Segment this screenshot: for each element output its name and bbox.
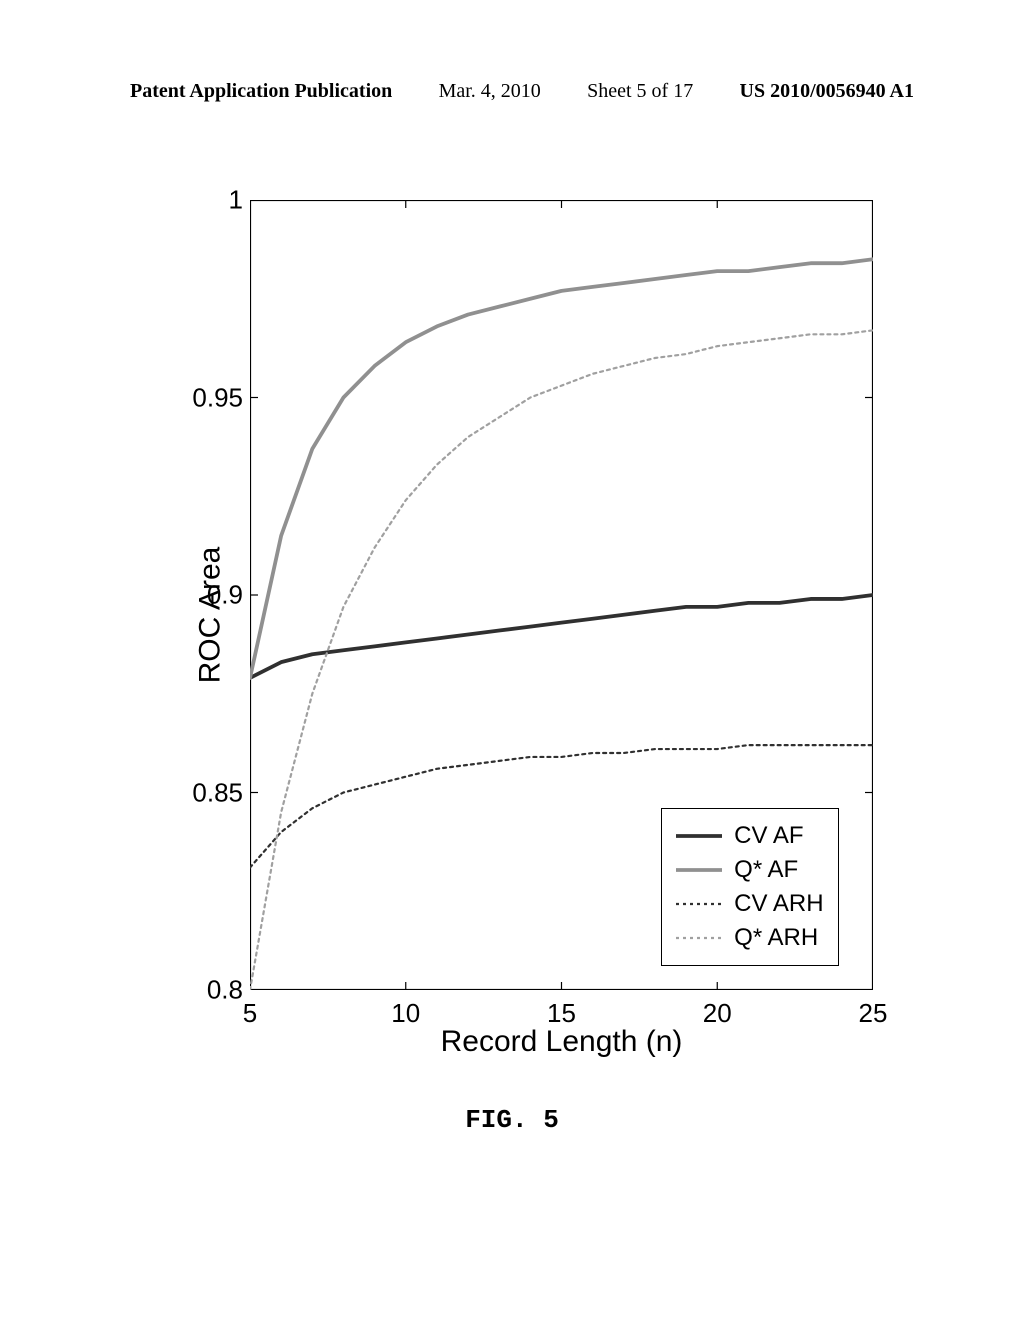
legend-item: CV AF bbox=[676, 819, 823, 853]
y-tick-label: 0.9 bbox=[207, 580, 243, 611]
publication-date: Mar. 4, 2010 bbox=[439, 80, 541, 103]
y-tick-label: 0.85 bbox=[192, 777, 243, 808]
page-header: Patent Application Publication Mar. 4, 2… bbox=[0, 80, 1024, 103]
legend-swatch-icon bbox=[676, 933, 722, 943]
sheet-number: Sheet 5 of 17 bbox=[587, 80, 693, 103]
y-tick-label: 0.95 bbox=[192, 382, 243, 413]
chart-container: ROC Area 0.80.850.90.951 510152025 Recor… bbox=[210, 200, 875, 1030]
figure-label: FIG. 5 bbox=[0, 1105, 1024, 1135]
legend-item: Q* ARH bbox=[676, 921, 823, 955]
legend-label: CV ARH bbox=[734, 890, 823, 918]
legend-label: Q* AF bbox=[734, 856, 798, 884]
y-tick-label: 0.8 bbox=[207, 975, 243, 1006]
legend-item: CV ARH bbox=[676, 887, 823, 921]
y-tick-label: 1 bbox=[229, 185, 243, 216]
legend-label: Q* ARH bbox=[734, 924, 818, 952]
legend: CV AF Q* AF CV ARH Q* ARH bbox=[661, 808, 838, 966]
legend-label: CV AF bbox=[734, 822, 803, 850]
y-axis-label: ROC Area bbox=[193, 547, 227, 684]
patent-number: US 2010/0056940 A1 bbox=[740, 80, 914, 103]
series-q*-af bbox=[250, 259, 873, 678]
x-axis-label: Record Length (n) bbox=[250, 1025, 873, 1059]
publication-label: Patent Application Publication bbox=[130, 80, 392, 103]
legend-swatch-icon bbox=[676, 899, 722, 909]
legend-swatch-icon bbox=[676, 831, 722, 841]
legend-item: Q* AF bbox=[676, 853, 823, 887]
legend-swatch-icon bbox=[676, 865, 722, 875]
